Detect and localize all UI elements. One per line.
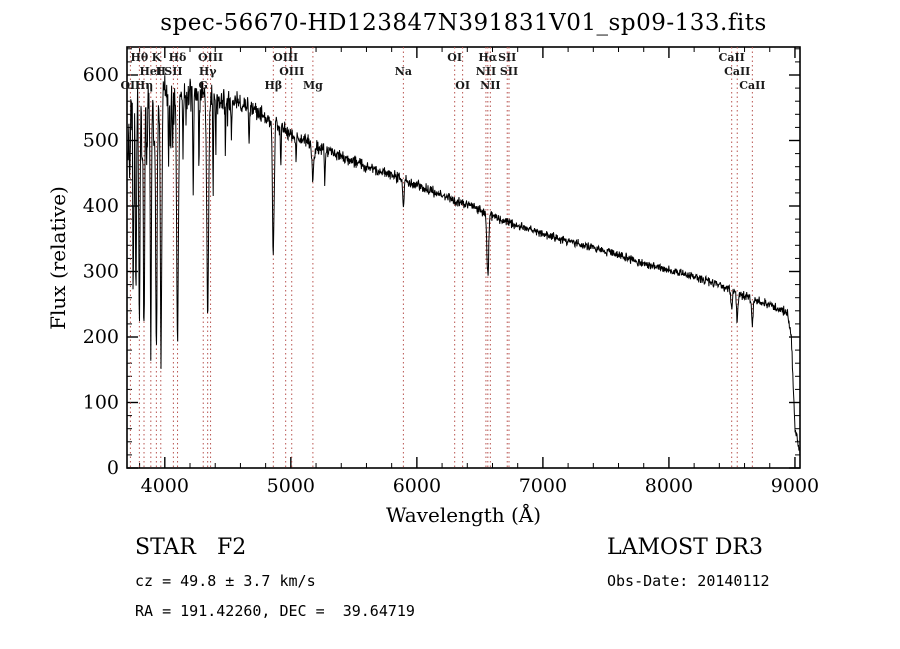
y-tick-label: 100 bbox=[83, 392, 119, 414]
x-tick-label: 9000 bbox=[771, 475, 819, 497]
ra-dec-text: RA = 191.42260, DEC = 39.64719 bbox=[135, 602, 415, 620]
y-tick-label: 200 bbox=[83, 326, 119, 348]
y-tick-label: 300 bbox=[83, 261, 119, 283]
spectral-line-label: OI bbox=[447, 51, 462, 64]
spectral-line-label: SII bbox=[500, 65, 518, 78]
spectral-line-label: Hβ bbox=[264, 79, 282, 92]
y-tick-label: 400 bbox=[83, 195, 119, 217]
spectral-line-label: Hδ bbox=[169, 51, 187, 64]
y-tick-label: 0 bbox=[107, 457, 119, 479]
redshift-velocity-text: cz = 49.8 ± 3.7 km/s bbox=[135, 572, 316, 590]
spectrum-flux-line bbox=[127, 75, 800, 456]
y-axis-label: Flux (relative) bbox=[46, 186, 70, 330]
x-tick-label: 8000 bbox=[645, 475, 693, 497]
spectral-line-label: SII bbox=[498, 51, 516, 64]
spectral-line-label: H bbox=[156, 65, 166, 78]
spectral-line-label: NII bbox=[476, 65, 496, 78]
spectral-line-label: G bbox=[199, 79, 208, 92]
x-tick-label: 4000 bbox=[141, 475, 189, 497]
spectral-line-label: Hη bbox=[135, 79, 153, 92]
plot-title: spec-56670-HD123847N391831V01_sp09-133.f… bbox=[160, 10, 767, 36]
spectral-line-label: Mg bbox=[303, 79, 323, 92]
plot-frame bbox=[126, 46, 801, 469]
x-tick-label: 7000 bbox=[519, 475, 567, 497]
spectral-line-label: OIII bbox=[198, 51, 223, 64]
spectral-line-label: Hα bbox=[478, 51, 497, 64]
spectral-line-label: OIII bbox=[273, 51, 298, 64]
spectral-line-label: Na bbox=[395, 65, 412, 78]
spectral-line-label: OII bbox=[120, 79, 140, 92]
spectral-line-label: K bbox=[152, 51, 162, 64]
spectral-line-label: Hθ bbox=[130, 51, 148, 64]
spectral-line-label: OIII bbox=[279, 65, 304, 78]
object-class-text: STAR F2 bbox=[135, 535, 247, 560]
spectral-line-label: OI bbox=[455, 79, 470, 92]
spectral-line-label: Hγ bbox=[199, 65, 217, 78]
spectral-line-label: SII bbox=[164, 65, 182, 78]
spectral-line-label: NII bbox=[480, 79, 500, 92]
x-tick-label: 6000 bbox=[393, 475, 441, 497]
y-tick-label: 600 bbox=[83, 64, 119, 86]
survey-name-text: LAMOST DR3 bbox=[607, 535, 763, 560]
spectral-line-label: CaII bbox=[739, 79, 765, 92]
x-axis-label: Wavelength (Å) bbox=[385, 503, 542, 527]
y-tick-label: 500 bbox=[83, 130, 119, 152]
obs-date-text: Obs-Date: 20140112 bbox=[607, 572, 770, 590]
spectral-line-label: HeI bbox=[140, 65, 163, 78]
spectral-line-label: CaII bbox=[719, 51, 745, 64]
spectral-line-label: CaII bbox=[724, 65, 750, 78]
x-tick-label: 5000 bbox=[267, 475, 315, 497]
